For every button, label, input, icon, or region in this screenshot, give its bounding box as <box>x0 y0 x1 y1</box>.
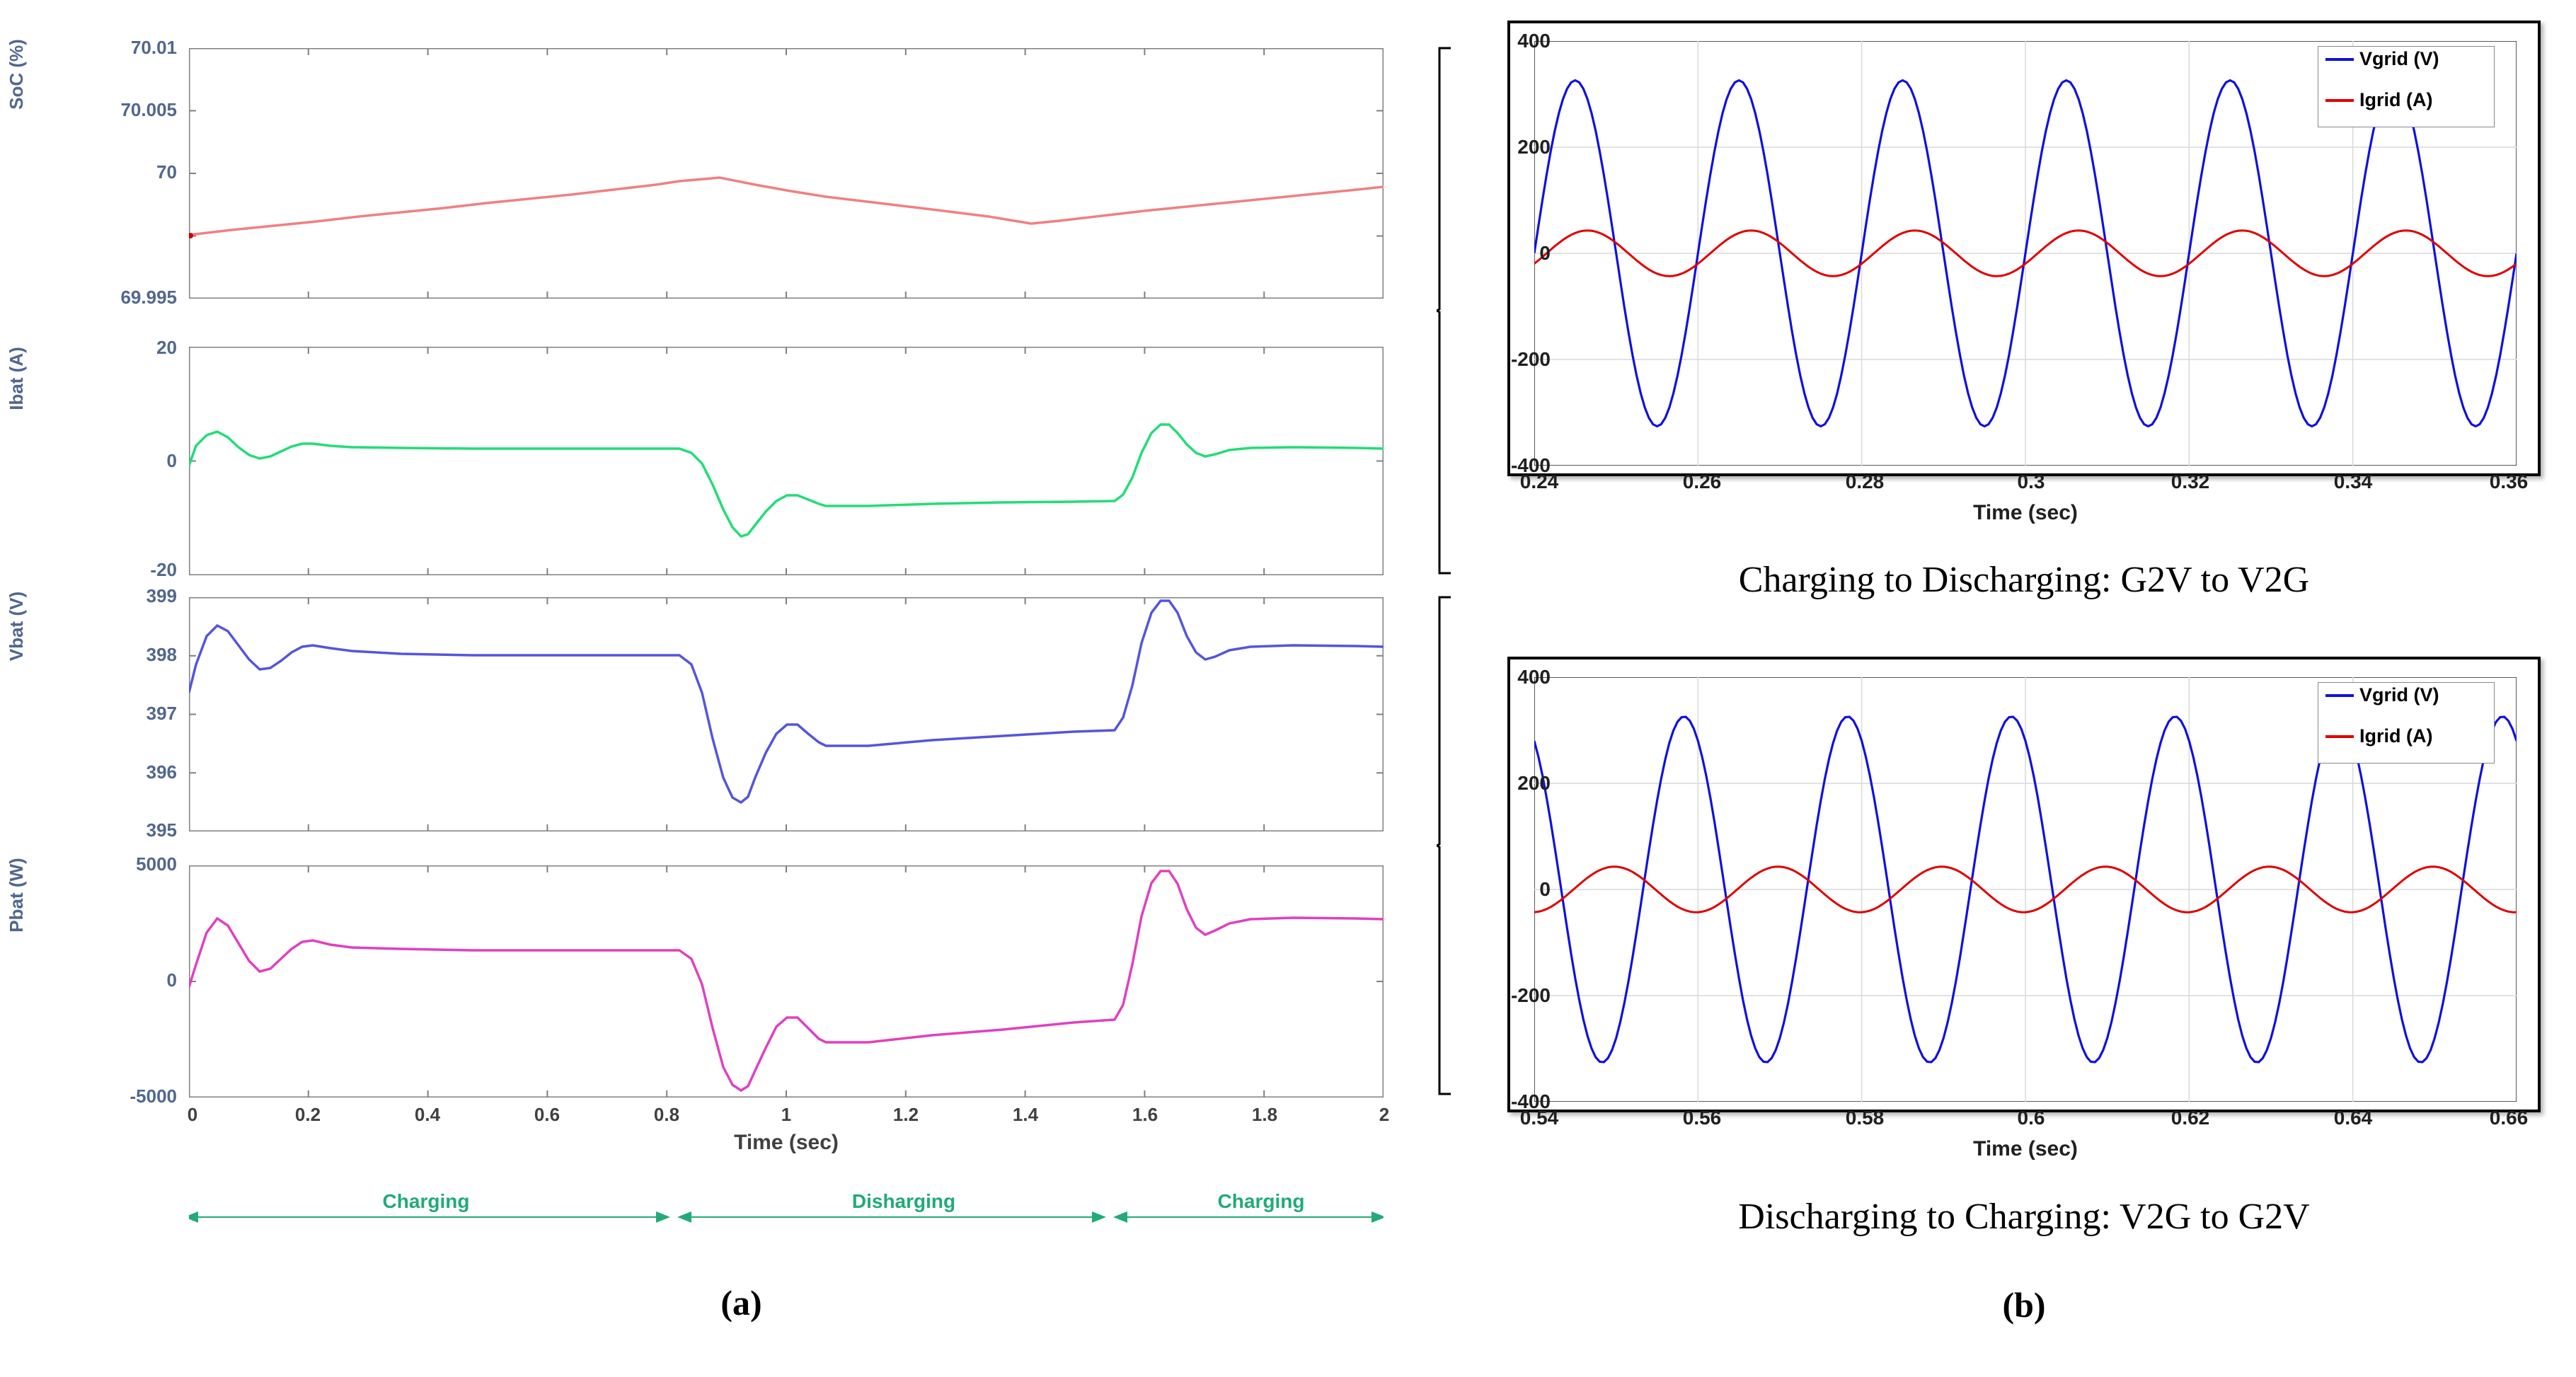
svg-text:Charging: Charging <box>383 1192 470 1212</box>
svg-text:Charging: Charging <box>1218 1192 1305 1212</box>
svg-text:Disharging: Disharging <box>852 1192 955 1212</box>
